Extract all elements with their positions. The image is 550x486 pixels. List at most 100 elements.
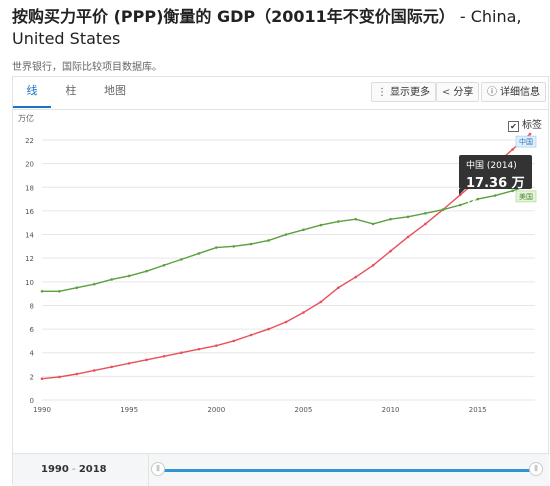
page-title-en: - China, United States xyxy=(12,7,522,48)
data-point xyxy=(110,365,114,369)
data-point xyxy=(302,228,305,232)
y-tick-label: 2 xyxy=(30,373,34,381)
data-point xyxy=(267,239,270,242)
data-point xyxy=(214,344,218,347)
x-tick-label: 2015 xyxy=(469,406,487,414)
tab-line[interactable]: 线 xyxy=(13,77,51,108)
data-point xyxy=(511,189,514,193)
data-point xyxy=(75,286,79,290)
page-title-cn: 按购买力平价 (PPP)衡量的 GDP（20011年不变价国际元） xyxy=(12,7,455,26)
range-footer: 1990 - 2018 ||| ||| xyxy=(13,453,549,486)
data-point xyxy=(406,235,410,239)
share-button[interactable]: < 分享 xyxy=(436,82,480,102)
details-label: 详细信息 xyxy=(500,87,540,98)
y-tick-label: 10 xyxy=(25,279,34,287)
data-point xyxy=(389,249,392,253)
data-point xyxy=(214,246,218,249)
data-point xyxy=(197,252,201,255)
tooltip-title: 中国 (2014) xyxy=(466,161,517,171)
labels-toggle-label: 标签 xyxy=(522,120,542,131)
source-subtitle: 世界银行，国际比较项目数据库。 xyxy=(12,62,162,73)
data-point xyxy=(354,217,358,221)
data-point xyxy=(284,320,288,324)
y-tick-label: 8 xyxy=(30,302,34,310)
show-more-button[interactable]: ⋮ 显示更多 xyxy=(371,82,436,102)
details-button[interactable]: ⓘ 详细信息 xyxy=(481,82,546,102)
y-tick-label: 4 xyxy=(30,350,35,358)
y-tick-label: 0 xyxy=(30,397,34,405)
series-end-label-bg xyxy=(515,190,537,203)
data-point xyxy=(476,197,480,201)
data-point xyxy=(249,242,253,246)
y-tick-label: 16 xyxy=(25,208,34,216)
data-point xyxy=(58,289,61,293)
range-slider-track[interactable] xyxy=(158,469,535,472)
data-point xyxy=(302,311,305,314)
gdp-line-chart: 万亿 0 2 4 6 8 10 12 14 16 18 20 22 1990 1995 2000 2005 201… xyxy=(18,113,537,414)
data-point xyxy=(127,274,131,278)
more-vertical-icon: ⋮ xyxy=(377,87,387,98)
data-point xyxy=(371,263,375,267)
y-tick-label: 14 xyxy=(25,232,34,240)
series-end-label-bg xyxy=(515,135,537,148)
chart-tabs: 线 柱 地图 ⋮ 显示更多 < 分享 ⓘ 详细信息 xyxy=(13,77,548,110)
x-tick-label: 1990 xyxy=(33,406,51,414)
data-point xyxy=(371,222,375,226)
data-point xyxy=(424,211,427,215)
data-point xyxy=(75,372,79,376)
data-point xyxy=(319,223,323,227)
share-label: 分享 xyxy=(453,87,474,98)
chart-panel: 线 柱 地图 ⋮ 显示更多 < 分享 ⓘ 详细信息 xyxy=(12,76,549,485)
labels-checkbox[interactable]: ✔ xyxy=(508,121,519,132)
data-point xyxy=(354,275,358,279)
data-point xyxy=(92,369,96,372)
data-point xyxy=(162,263,166,267)
range-slider-end-handle[interactable]: ||| xyxy=(529,462,543,476)
data-point xyxy=(249,333,253,337)
y-tick-label: 6 xyxy=(30,326,35,334)
data-point xyxy=(92,282,96,286)
data-point xyxy=(511,148,514,151)
data-point xyxy=(528,132,532,136)
data-point xyxy=(389,217,392,221)
data-point xyxy=(180,258,183,261)
data-point xyxy=(441,208,445,212)
labels-toggle[interactable]: ✔ 标签 xyxy=(508,116,542,132)
tab-bar[interactable]: 柱 xyxy=(65,84,77,97)
data-point xyxy=(493,194,497,197)
range-end: 2018 xyxy=(78,464,107,475)
y-tick-label: 20 xyxy=(25,161,34,169)
y-axis-unit-label: 万亿 xyxy=(18,113,34,123)
x-tick-label: 2005 xyxy=(295,406,313,414)
series-line-0 xyxy=(41,133,531,380)
range-dash: - xyxy=(68,464,79,475)
data-point xyxy=(40,289,44,293)
range-start: 1990 xyxy=(41,464,69,475)
data-point xyxy=(319,300,323,304)
range-slider-start-handle[interactable]: ||| xyxy=(151,462,165,476)
data-point xyxy=(284,233,288,236)
data-point xyxy=(232,245,236,248)
data-point xyxy=(197,347,201,351)
tab-map[interactable]: 地图 xyxy=(104,84,126,97)
info-icon: ⓘ xyxy=(487,87,497,98)
data-point xyxy=(336,220,340,223)
y-tick-label: 12 xyxy=(25,255,34,263)
data-point xyxy=(58,375,61,379)
x-tick-label: 2000 xyxy=(207,406,225,414)
range-label: 1990 - 2018 xyxy=(41,464,107,475)
data-point xyxy=(110,278,114,281)
data-point xyxy=(232,339,236,343)
y-tick-label: 18 xyxy=(25,184,34,192)
data-point xyxy=(145,358,148,362)
data-point xyxy=(267,327,270,331)
data-point xyxy=(406,215,410,219)
data-point xyxy=(180,351,183,355)
series-end-label: 美国 xyxy=(519,192,533,201)
tooltip-value: 17.36 万亿 xyxy=(466,176,525,210)
x-tick-label: 2010 xyxy=(382,406,400,414)
data-point xyxy=(127,362,131,365)
data-point xyxy=(336,286,340,290)
data-point xyxy=(162,354,166,358)
data-tooltip: 中国 (2014) 17.36 万亿 xyxy=(459,155,532,210)
